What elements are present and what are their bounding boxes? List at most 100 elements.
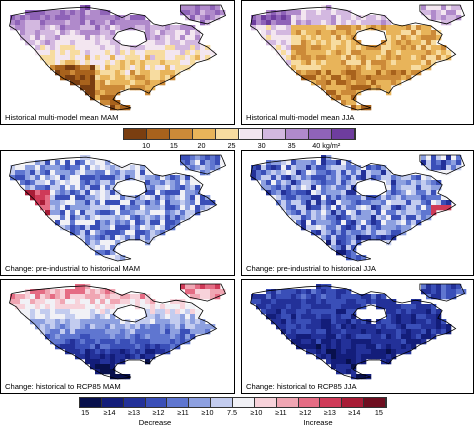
map-cell (45, 35, 51, 41)
map-cell (130, 65, 136, 71)
map-cell (75, 205, 81, 211)
map-cell (110, 70, 116, 76)
map-cell (150, 45, 156, 51)
map-cell (145, 359, 151, 365)
map-cell (326, 185, 332, 191)
map-cell (316, 205, 322, 211)
map-cell (406, 35, 412, 41)
map-cell (145, 200, 151, 206)
map-cell (411, 319, 417, 325)
map-cell (145, 240, 151, 246)
map-cell (386, 190, 392, 196)
map-cell (281, 30, 287, 36)
map-cell (301, 180, 307, 186)
map-cell (331, 354, 337, 360)
map-cell (125, 294, 131, 300)
map-cell (431, 190, 437, 196)
map-cell (406, 215, 412, 221)
map-cell (115, 349, 121, 355)
map-cell (416, 205, 422, 211)
map-cell (90, 85, 96, 91)
map-cell (110, 55, 116, 61)
map-cell (321, 304, 327, 310)
map-cell (406, 200, 412, 206)
map-cell (336, 180, 342, 186)
map-cell (336, 185, 342, 191)
map-cell (60, 65, 66, 71)
map-cell (110, 195, 116, 201)
map-cell (15, 304, 21, 310)
map-cell (80, 195, 86, 201)
map-cell (376, 55, 382, 61)
map-cell (386, 70, 392, 76)
map-cell (356, 15, 362, 21)
map-cell (336, 220, 342, 226)
map-cell (301, 60, 307, 66)
map-cell (366, 50, 372, 56)
map-cell (261, 15, 267, 21)
map-cell (376, 339, 382, 345)
map-cell (396, 314, 402, 320)
map-cell (40, 50, 46, 56)
map-cell (391, 339, 397, 345)
map-cell (276, 309, 282, 315)
map-cell (50, 65, 56, 71)
map-cell (441, 294, 447, 300)
map-cell (311, 55, 317, 61)
map-cell (361, 105, 367, 111)
map-cell (311, 50, 317, 56)
map-cell (140, 20, 146, 26)
map-cell (135, 354, 141, 360)
map-cell (190, 175, 196, 181)
map-cell (286, 200, 292, 206)
map-cell (426, 35, 432, 41)
map-cell (391, 349, 397, 355)
map-cell (421, 180, 427, 186)
map-cell (336, 160, 342, 166)
map-cell (105, 170, 111, 176)
map-cell (110, 170, 116, 176)
map-cell (50, 60, 56, 66)
map-cell (366, 15, 372, 21)
map-cell (25, 175, 31, 181)
map-cell (95, 235, 101, 241)
map-cell (381, 85, 387, 91)
map-cell (386, 349, 392, 355)
map-cell (115, 225, 121, 231)
map-cell (100, 170, 106, 176)
map-cell (95, 40, 101, 46)
map-cell (336, 339, 342, 345)
map-cell (256, 165, 262, 171)
map-cell (70, 40, 76, 46)
map-cell (331, 359, 337, 365)
map-cell (170, 180, 176, 186)
map-cell (210, 324, 216, 330)
map-cell (90, 10, 96, 16)
map-cell (361, 255, 367, 261)
map-cell (55, 40, 61, 46)
map-cell (436, 165, 442, 171)
map-cell (291, 45, 297, 51)
map-cell (100, 235, 106, 241)
map-cell (40, 40, 46, 46)
map-cell (220, 160, 226, 166)
map-cell (155, 50, 161, 56)
map-cell (331, 225, 337, 231)
map-cell (291, 25, 297, 31)
map-cell (316, 15, 322, 21)
map-cell (296, 314, 302, 320)
map-cell (145, 30, 151, 36)
map-cell (356, 45, 362, 51)
map-cell (296, 190, 302, 196)
map-cell (180, 339, 186, 345)
map-cell (356, 304, 362, 310)
map-cell (165, 75, 171, 81)
map-cell (50, 304, 56, 310)
map-cell (266, 294, 272, 300)
map-cell (120, 319, 126, 325)
map-cell (215, 155, 221, 161)
map-cell (190, 289, 196, 295)
map-cell (421, 200, 427, 206)
map-cell (261, 30, 267, 36)
map-cell (441, 284, 447, 290)
